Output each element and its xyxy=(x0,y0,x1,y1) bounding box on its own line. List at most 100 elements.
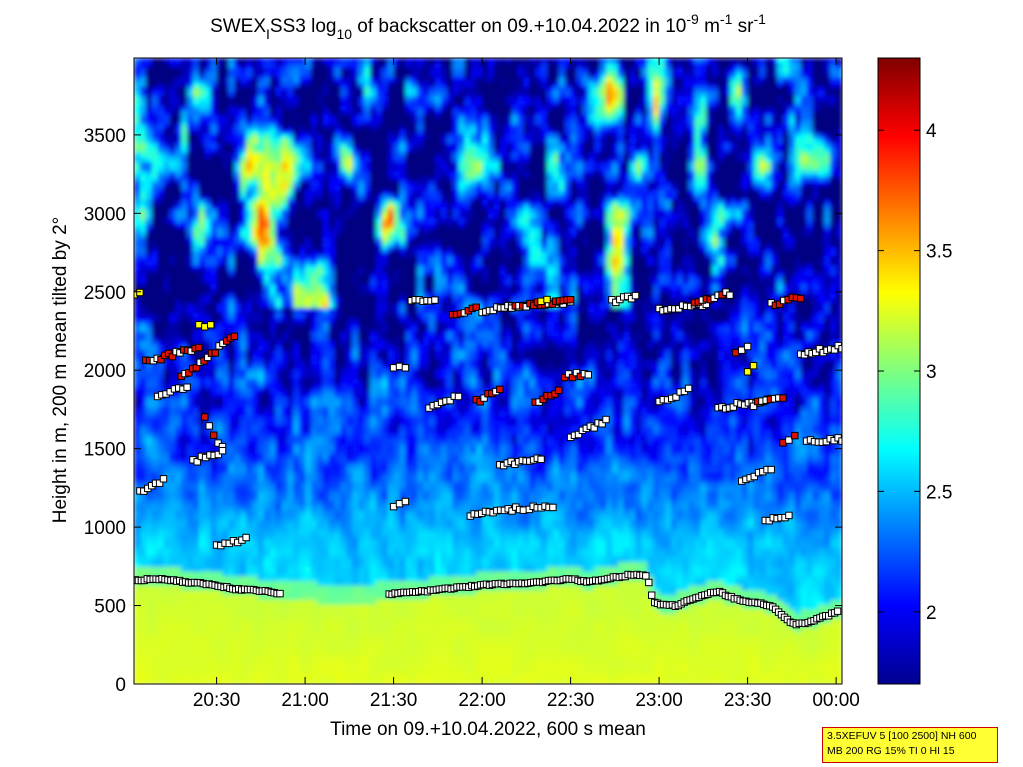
heatmap-cell xyxy=(299,674,306,680)
heatmap-cell xyxy=(275,331,283,337)
heatmap-cell xyxy=(328,669,336,676)
heatmap-cell xyxy=(175,166,182,172)
heatmap-cell xyxy=(204,279,212,285)
heatmap-cell xyxy=(187,533,194,539)
heatmap-cell xyxy=(316,326,324,332)
heatmap-cell xyxy=(257,119,265,125)
heatmap-cell xyxy=(346,283,353,290)
heatmap-cell xyxy=(275,528,283,534)
heatmap-cell xyxy=(346,556,353,563)
heatmap-cell xyxy=(346,505,353,511)
heatmap-cell xyxy=(281,646,288,652)
heatmap-cell xyxy=(340,114,347,120)
heatmap-cell xyxy=(311,95,318,101)
heatmap-cell xyxy=(334,312,342,318)
heatmap-cell xyxy=(204,175,212,181)
heatmap-cell xyxy=(269,495,277,501)
heatmap-cell xyxy=(322,72,330,78)
heatmap-cell xyxy=(340,203,347,210)
heatmap-cell xyxy=(175,429,182,436)
heatmap-cell xyxy=(234,213,241,219)
heatmap-cell xyxy=(240,495,247,501)
heatmap-cell xyxy=(175,594,182,600)
heatmap-cell xyxy=(281,500,288,506)
heatmap-cell xyxy=(134,236,141,243)
heatmap-cell xyxy=(287,472,294,478)
heatmap-cell xyxy=(299,293,306,299)
heatmap-cell xyxy=(145,213,153,219)
heatmap-cell xyxy=(257,255,265,261)
heatmap-cell xyxy=(346,331,353,337)
heatmap-cell xyxy=(145,95,153,101)
heatmap-cell xyxy=(216,651,224,657)
heatmap-cell xyxy=(222,359,229,365)
heatmap-cell xyxy=(163,533,170,539)
heatmap-cell xyxy=(240,142,247,148)
heatmap-cell xyxy=(293,100,300,106)
heatmap-cell xyxy=(169,467,176,473)
heatmap-cell xyxy=(240,524,247,530)
heatmap-cell xyxy=(340,166,347,172)
heatmap-cell xyxy=(228,138,235,144)
heatmap-cell xyxy=(281,669,288,676)
heatmap-cell xyxy=(246,500,253,506)
heatmap-cell xyxy=(187,90,194,97)
heatmap-cell xyxy=(328,100,336,106)
heatmap-cell xyxy=(246,425,253,431)
heatmap-cell xyxy=(139,382,147,389)
heatmap-cell xyxy=(293,439,300,445)
heatmap-cell xyxy=(157,208,165,214)
heatmap-cell xyxy=(257,425,265,431)
heatmap-cell xyxy=(269,566,277,572)
heatmap-cell xyxy=(263,505,271,511)
heatmap-cell xyxy=(216,307,224,313)
heatmap-cell xyxy=(222,453,229,459)
heatmap-cell xyxy=(134,599,141,605)
heatmap-cell xyxy=(322,476,330,483)
heatmap-cell xyxy=(222,175,229,181)
heatmap-cell xyxy=(234,519,241,525)
heatmap-cell xyxy=(234,561,241,567)
heatmap-cell xyxy=(181,236,188,243)
heatmap-cell xyxy=(187,566,194,572)
heatmap-cell xyxy=(328,660,336,666)
heatmap-cell xyxy=(340,378,347,384)
heatmap-cell xyxy=(139,58,147,64)
heatmap-cell xyxy=(139,594,147,600)
heatmap-cell xyxy=(311,166,318,172)
heatmap-cell xyxy=(139,387,147,393)
heatmap-cell xyxy=(246,429,253,436)
heatmap-cell xyxy=(340,589,347,596)
heatmap-cell xyxy=(187,429,194,436)
heatmap-cell xyxy=(311,251,318,257)
heatmap-cell xyxy=(163,491,170,497)
heatmap-cell xyxy=(234,646,241,652)
heatmap-cell xyxy=(269,533,277,539)
heatmap-cell xyxy=(287,481,294,487)
heatmap-cell xyxy=(139,604,147,610)
heatmap-cell xyxy=(311,439,318,445)
heatmap-cell xyxy=(252,636,259,643)
heatmap-cell xyxy=(316,651,324,657)
heatmap-cell xyxy=(151,401,159,407)
heatmap-cell xyxy=(257,236,265,243)
heatmap-cell xyxy=(175,269,182,276)
heatmap-cell xyxy=(293,152,300,158)
heatmap-cell xyxy=(151,67,159,73)
heatmap-cell xyxy=(157,123,165,130)
heatmap-cell xyxy=(163,368,170,374)
heatmap-cell xyxy=(139,316,147,323)
heatmap-cell xyxy=(151,406,159,412)
heatmap-cell xyxy=(257,279,265,285)
heatmap-cell xyxy=(328,67,336,73)
heatmap-cell xyxy=(316,646,324,652)
heatmap-cell xyxy=(322,453,330,459)
heatmap-cell xyxy=(263,142,271,148)
heatmap-cell xyxy=(163,241,170,247)
heatmap-cell xyxy=(198,589,206,596)
heatmap-cell xyxy=(346,156,353,163)
heatmap-cell xyxy=(181,95,188,101)
heatmap-cell xyxy=(311,425,318,431)
heatmap-cell xyxy=(257,444,265,450)
heatmap-cell xyxy=(222,199,229,205)
